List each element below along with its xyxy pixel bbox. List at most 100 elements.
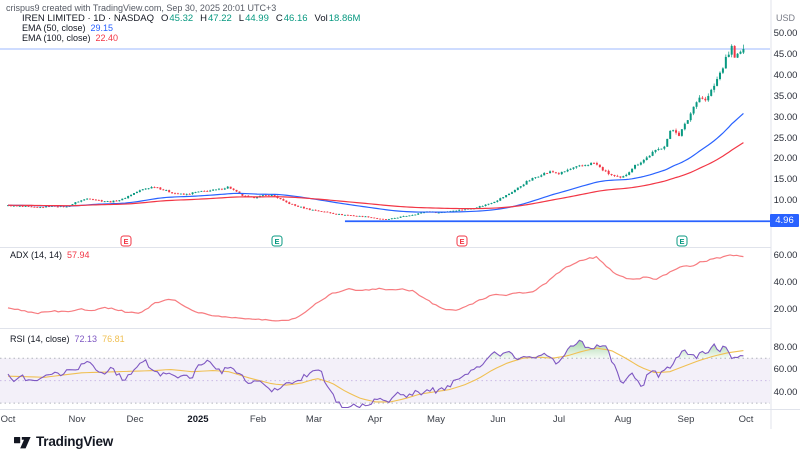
candle-body bbox=[285, 200, 288, 203]
candle-body bbox=[484, 204, 487, 207]
adx-legend[interactable]: ADX (14, 14) 57.94 bbox=[10, 250, 90, 260]
candle-body bbox=[616, 175, 619, 177]
candle-body bbox=[194, 192, 197, 193]
candle-body bbox=[247, 195, 250, 197]
svg-text:E: E bbox=[679, 237, 684, 246]
candle-body bbox=[566, 169, 569, 172]
rsi-legend[interactable]: RSI (14, close) 72.13 76.81 bbox=[10, 334, 125, 344]
tradingview-logo[interactable]: TradingView bbox=[14, 434, 113, 449]
svg-text:E: E bbox=[459, 237, 464, 246]
candle-body bbox=[33, 206, 36, 208]
candle-body bbox=[349, 215, 352, 216]
candle-body bbox=[572, 167, 575, 169]
candle-body bbox=[458, 209, 461, 211]
adx-legend-value: 57.94 bbox=[67, 250, 90, 260]
candle-body bbox=[352, 215, 355, 217]
candle-body bbox=[634, 164, 637, 169]
earnings-marker-icon[interactable]: E bbox=[271, 235, 283, 247]
candle-body bbox=[77, 201, 80, 203]
candle-body bbox=[686, 120, 689, 124]
candle-body bbox=[264, 195, 267, 197]
candle-body bbox=[212, 189, 215, 191]
candle-body bbox=[660, 148, 663, 150]
candle-body bbox=[595, 163, 598, 165]
candle-body bbox=[704, 98, 707, 101]
candle-body bbox=[294, 204, 297, 206]
candle-body bbox=[393, 218, 396, 219]
svg-text:E: E bbox=[123, 237, 128, 246]
candle-body bbox=[346, 214, 349, 216]
candle-body bbox=[414, 214, 417, 216]
price-marker-badge: 4.96 bbox=[770, 214, 799, 227]
candle-body bbox=[657, 149, 660, 150]
candle-body bbox=[716, 79, 719, 86]
rsi-pane[interactable] bbox=[0, 339, 770, 408]
candle-body bbox=[203, 190, 206, 192]
rsi-legend-name: RSI (14, close) bbox=[10, 334, 70, 344]
candle-body bbox=[273, 194, 276, 196]
candle-body bbox=[12, 205, 15, 207]
candle-body bbox=[15, 205, 18, 207]
candle-body bbox=[721, 68, 724, 73]
candle-body bbox=[654, 149, 657, 152]
candle-body bbox=[80, 200, 83, 202]
candle-body bbox=[179, 193, 182, 195]
candle-body bbox=[288, 202, 291, 204]
candle-body bbox=[308, 208, 311, 210]
candle-body bbox=[209, 190, 212, 192]
candle-body bbox=[18, 205, 21, 207]
adx-line bbox=[7, 254, 744, 322]
candle-body bbox=[663, 146, 666, 149]
candle-body bbox=[171, 192, 174, 194]
ema-legend-100[interactable]: EMA (100, close) 22.40 bbox=[22, 33, 118, 43]
candle-body bbox=[373, 217, 376, 219]
symbol-header[interactable]: IREN LIMITED · 1D · NASDAQ O45.32 H47.22 L4… bbox=[22, 13, 360, 24]
candle-body bbox=[528, 180, 531, 182]
price-tick-label: 45.00 bbox=[773, 48, 798, 60]
candle-body bbox=[502, 197, 505, 199]
indicator-name: EMA (100, close) bbox=[22, 33, 91, 43]
candle-body bbox=[343, 214, 346, 216]
candle-body bbox=[335, 213, 338, 215]
time-axis-label: Jun bbox=[490, 414, 506, 425]
candle-body bbox=[481, 206, 484, 207]
candle-body bbox=[613, 174, 616, 176]
price-tick-label: 15.00 bbox=[773, 174, 798, 186]
candle-body bbox=[598, 164, 601, 168]
candle-body bbox=[713, 85, 716, 90]
candle-body bbox=[188, 193, 191, 195]
earnings-marker-icon[interactable]: E bbox=[676, 235, 688, 247]
candle-body bbox=[112, 200, 115, 203]
candle-body bbox=[42, 207, 45, 209]
candle-body bbox=[557, 173, 560, 175]
candle-body bbox=[162, 189, 165, 191]
candle-body bbox=[261, 195, 264, 197]
candle-body bbox=[215, 189, 218, 191]
candle-body bbox=[165, 190, 168, 191]
candle-body bbox=[226, 186, 229, 189]
candle-body bbox=[217, 188, 220, 190]
candle-body bbox=[109, 201, 112, 203]
earnings-marker-icon[interactable]: E bbox=[120, 235, 132, 247]
ema-legend-50[interactable]: EMA (50, close) 29.15 bbox=[22, 23, 113, 33]
candle-body bbox=[519, 186, 522, 188]
candle-body bbox=[455, 210, 458, 212]
candle-body bbox=[461, 209, 464, 211]
candle-body bbox=[601, 167, 604, 171]
candle-body bbox=[302, 206, 305, 209]
candle-body bbox=[124, 198, 127, 199]
price-pane[interactable] bbox=[0, 44, 770, 223]
adx-pane[interactable] bbox=[7, 254, 744, 322]
candle-body bbox=[399, 216, 402, 218]
ema-50-line[interactable] bbox=[7, 113, 744, 213]
candle-body bbox=[622, 176, 625, 178]
candle-body bbox=[45, 206, 48, 208]
ema-100-line[interactable] bbox=[7, 142, 744, 210]
candle-body bbox=[390, 218, 393, 220]
earnings-marker-icon[interactable]: E bbox=[456, 235, 468, 247]
candle-body bbox=[115, 200, 118, 202]
candle-body bbox=[323, 211, 326, 213]
candle-body bbox=[666, 138, 669, 147]
